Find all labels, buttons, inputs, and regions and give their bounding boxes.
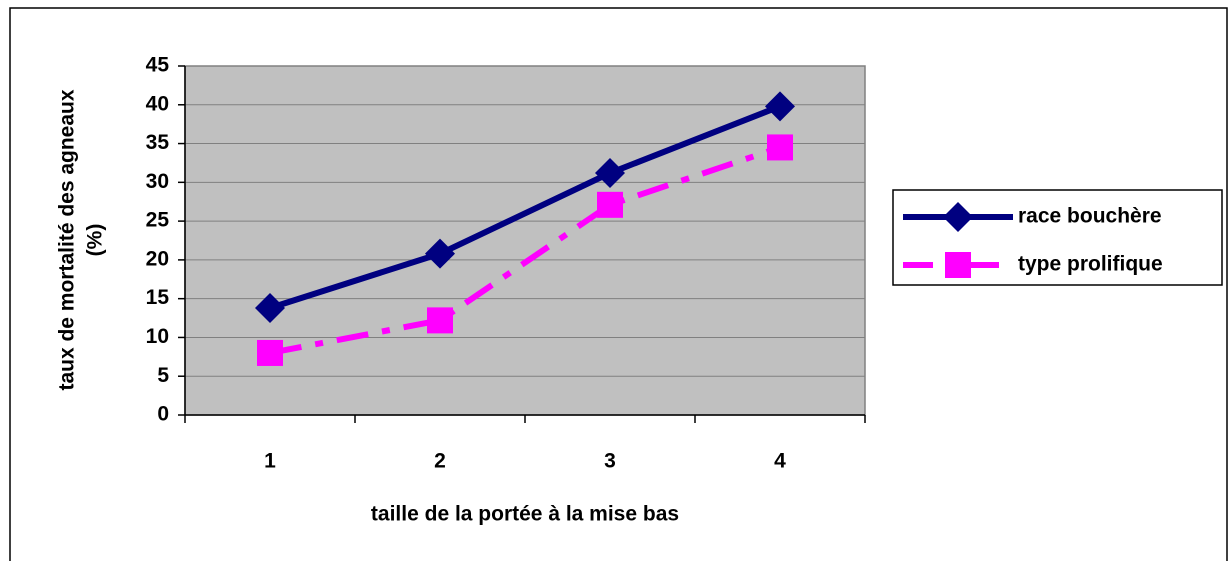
y-tick-label: 15	[146, 286, 170, 309]
data-point	[255, 292, 285, 323]
legend-label: type prolifique	[1018, 253, 1163, 276]
y-axis-title: (%)	[84, 224, 107, 257]
y-tick-label: 5	[157, 364, 169, 387]
y-tick-label: 35	[146, 131, 170, 154]
series-line	[269, 103, 782, 311]
data-point	[257, 339, 283, 366]
x-tick-label: 2	[434, 450, 446, 473]
y-tick-label: 45	[146, 54, 170, 77]
legend-marker	[943, 202, 973, 232]
y-tick-label: 40	[146, 92, 169, 115]
data-point	[597, 191, 623, 218]
x-tick-label: 3	[604, 450, 616, 473]
legend-label: race bouchère	[1018, 205, 1162, 228]
x-axis-title: taille de la portée à la mise bas	[371, 503, 679, 526]
legend-marker	[945, 252, 971, 278]
y-tick-label: 0	[157, 403, 169, 426]
plot-area	[184, 65, 866, 416]
data-point	[427, 307, 453, 334]
y-axis-title: taux de mortalité des agneaux	[56, 89, 79, 390]
y-tick-label: 20	[146, 247, 169, 270]
data-point	[765, 91, 795, 122]
data-point	[425, 238, 455, 269]
y-tick-label: 30	[146, 170, 169, 193]
y-tick-label: 25	[146, 209, 170, 232]
data-point	[767, 134, 793, 161]
x-tick-label: 1	[264, 450, 276, 473]
x-tick-label: 4	[774, 450, 786, 473]
data-point	[595, 158, 625, 189]
series-line	[269, 144, 781, 356]
y-tick-label: 10	[146, 325, 169, 348]
